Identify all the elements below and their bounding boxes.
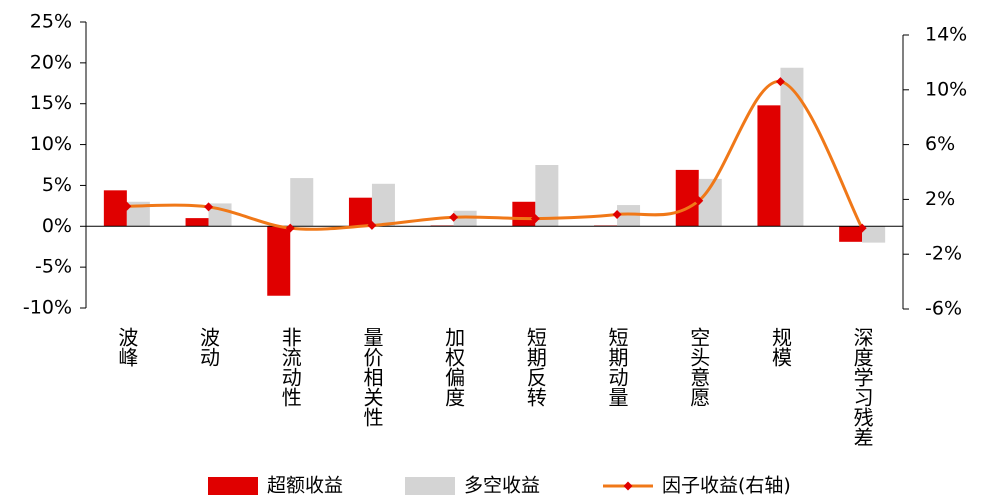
y2-tick-label: 6% xyxy=(925,133,955,155)
y2-tick-label: 14% xyxy=(925,24,967,46)
bar xyxy=(290,178,314,227)
y-tick-label: 10% xyxy=(30,133,72,155)
y2-tick-label: -2% xyxy=(925,243,962,265)
bar xyxy=(126,201,150,227)
x-tick-label: 量价相关性 xyxy=(360,327,384,427)
x-tick-label: 短期动量 xyxy=(605,327,629,407)
legend-marker xyxy=(623,481,633,491)
y2-tick-label: 10% xyxy=(925,78,967,100)
bar xyxy=(267,226,291,296)
legend-swatch xyxy=(208,477,258,495)
bar xyxy=(675,169,699,227)
marker xyxy=(694,196,704,206)
bar xyxy=(617,205,641,227)
bar xyxy=(348,197,372,227)
y-tick-label: -5% xyxy=(35,256,72,278)
legend-label: 超额收益 xyxy=(267,475,343,497)
bar xyxy=(535,165,559,227)
bar xyxy=(453,210,477,227)
x-tick-label: 加权偏度 xyxy=(442,327,466,407)
bar xyxy=(862,226,886,243)
marker xyxy=(775,77,785,87)
legend-label: 多空收益 xyxy=(464,475,540,497)
bar xyxy=(103,190,127,227)
marker xyxy=(285,223,295,233)
bar xyxy=(839,226,863,242)
x-tick-label: 非流动性 xyxy=(278,327,302,407)
y-tick-label: 25% xyxy=(30,11,72,33)
marker xyxy=(530,214,540,224)
legend-swatch xyxy=(405,477,455,495)
y2-tick-label: -6% xyxy=(925,298,962,320)
bar xyxy=(780,67,804,227)
marker xyxy=(612,209,622,219)
x-tick-label: 波动 xyxy=(197,327,221,367)
bar xyxy=(371,183,395,227)
marker xyxy=(122,201,132,211)
y-tick-label: 5% xyxy=(42,174,72,196)
x-tick-label: 短期反转 xyxy=(523,327,547,407)
y-tick-label: -10% xyxy=(23,297,72,319)
marker xyxy=(857,223,867,233)
line xyxy=(126,80,864,231)
y-tick-label: 15% xyxy=(30,92,72,114)
marker xyxy=(367,220,377,230)
x-tick-label: 深度学习残差 xyxy=(850,327,874,447)
legend-label: 因子收益(右轴) xyxy=(662,475,791,497)
marker xyxy=(204,202,214,212)
x-tick-label: 规模 xyxy=(768,327,792,367)
x-tick-label: 波峰 xyxy=(115,327,139,367)
x-tick-label: 空头意愿 xyxy=(687,327,711,407)
bar xyxy=(185,218,209,227)
marker xyxy=(449,212,459,222)
bar xyxy=(757,105,781,227)
bar xyxy=(512,201,536,227)
y-tick-label: 20% xyxy=(30,51,72,73)
y2-tick-label: 2% xyxy=(925,188,955,210)
bar xyxy=(698,178,722,227)
y-tick-label: 0% xyxy=(42,215,72,237)
